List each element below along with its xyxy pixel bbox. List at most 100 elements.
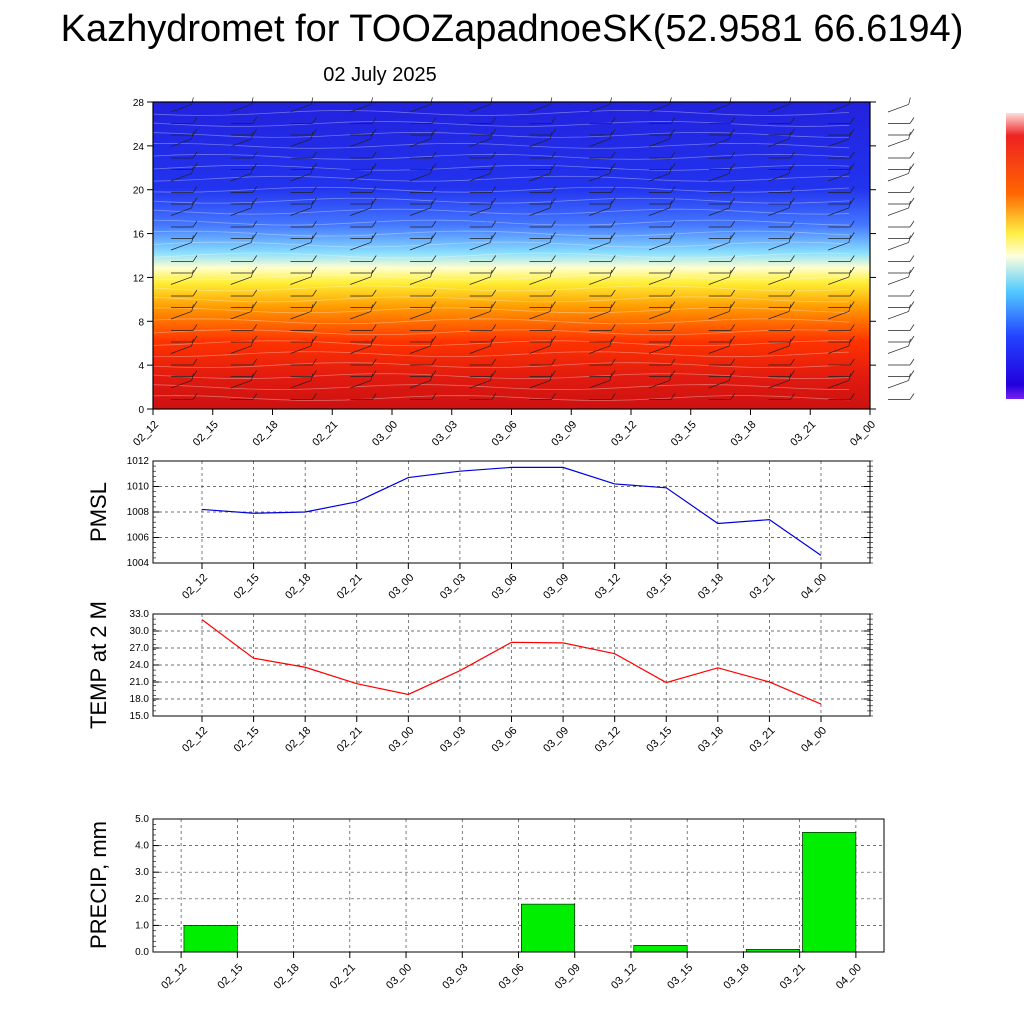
wind-barb-flag xyxy=(670,232,676,239)
wind-barb-flag xyxy=(310,166,314,174)
wind-barb-flag xyxy=(729,235,732,243)
wind-barb-flag xyxy=(490,373,493,381)
wind-barb xyxy=(888,117,915,124)
wind-barb-flag xyxy=(312,128,317,136)
wind-barb-flag xyxy=(192,335,198,343)
wind-barb-flag xyxy=(192,197,198,205)
wind-barb-flag xyxy=(370,200,373,209)
precip-bar xyxy=(521,903,576,953)
wind-barb xyxy=(828,197,855,205)
wind-barb-flag xyxy=(790,163,795,170)
y-tick-label: 24.0 xyxy=(130,660,150,671)
wind-barb-flag xyxy=(669,131,672,140)
wind-barb xyxy=(828,324,855,331)
wind-barb-flag xyxy=(848,304,851,312)
wind-barb xyxy=(469,358,497,366)
wind-barb xyxy=(290,373,314,389)
wind-barb xyxy=(290,301,317,308)
wind-barb-flag xyxy=(252,335,258,343)
wind-barb-flag xyxy=(251,269,254,278)
wind-barb xyxy=(230,232,258,239)
wind-barb-shaft xyxy=(887,138,909,147)
wind-barb-flag xyxy=(730,301,736,308)
wind-barb xyxy=(469,338,493,354)
wind-barb xyxy=(290,131,314,147)
wind-barb xyxy=(589,269,612,285)
x-tick-label: 03_06 xyxy=(490,419,520,449)
wind-barb xyxy=(469,200,493,216)
wind-barb-flag xyxy=(669,235,672,243)
wind-barb-flag xyxy=(490,338,493,347)
wind-barb-flag xyxy=(790,117,795,124)
wind-barb-flag xyxy=(192,370,198,377)
wind-barb xyxy=(649,266,676,274)
wind-barb xyxy=(828,393,855,400)
wind-barb xyxy=(409,200,433,216)
wind-barb-flag xyxy=(371,324,377,331)
wind-barb xyxy=(230,393,258,400)
wind-barb-flag xyxy=(670,335,676,343)
wind-barb-flag xyxy=(730,289,736,297)
wind-barb-flag xyxy=(610,266,616,274)
wind-barb xyxy=(589,166,612,182)
wind-barb xyxy=(290,97,314,113)
wind-barb-flag xyxy=(788,97,792,105)
wind-barb xyxy=(171,370,198,377)
wind-barb xyxy=(888,197,915,205)
x-tick-label: 03_09 xyxy=(549,419,579,449)
wind-barb-shaft xyxy=(290,138,312,147)
cross-section-panel: 0 4 8 12 16 20 24 28 02_12 02_15 02_18 02_21 03_00 0… xyxy=(131,97,915,449)
wind-barb-shaft xyxy=(708,207,730,216)
x-tick-label: 03_06 xyxy=(490,725,520,755)
wind-barb-shaft xyxy=(290,207,312,216)
wind-barb xyxy=(708,128,736,136)
wind-barb-flag xyxy=(849,232,855,239)
wind-barb xyxy=(649,324,676,331)
wind-barb-flag xyxy=(431,220,437,228)
wind-barb-flag xyxy=(730,220,736,228)
wind-barb-flag xyxy=(730,255,736,262)
wind-barb xyxy=(290,335,317,343)
wind-barb-flag xyxy=(490,97,493,105)
wind-barb xyxy=(469,128,497,136)
wind-barb xyxy=(529,358,556,366)
x-tick-label: 02_12 xyxy=(180,572,210,602)
wind-barb-flag xyxy=(252,255,258,262)
wind-barb-flag xyxy=(551,301,556,308)
wind-barb xyxy=(469,151,497,159)
wind-barb xyxy=(828,131,851,147)
wind-barb xyxy=(410,370,437,377)
wind-barb-flag xyxy=(849,255,855,262)
x-tick-label: 03_15 xyxy=(644,725,674,755)
wind-barb xyxy=(589,200,612,216)
wind-barb-flag xyxy=(312,117,317,124)
wind-barb xyxy=(649,128,676,136)
wind-barb xyxy=(350,370,377,377)
wind-barb xyxy=(768,338,792,354)
wind-barb xyxy=(828,166,851,182)
wind-barb-flag xyxy=(909,324,915,331)
wind-barb-flag xyxy=(431,163,437,170)
wind-barb xyxy=(409,304,433,320)
wind-barb-flag xyxy=(848,269,851,278)
x-tick-label: 03_00 xyxy=(386,572,416,602)
y-tick-label: 30.0 xyxy=(130,626,150,637)
wind-barb-flag xyxy=(849,163,855,170)
wind-barb xyxy=(768,166,792,182)
wind-barb-flag xyxy=(312,163,317,170)
wind-barb xyxy=(529,289,556,297)
contour-line xyxy=(152,351,850,358)
wind-barb xyxy=(589,186,616,193)
wind-barb xyxy=(350,269,373,285)
x-tick-label: 04_00 xyxy=(834,962,864,992)
wind-barb-flag xyxy=(909,370,915,377)
wind-barb-flag xyxy=(491,232,497,239)
wind-barb xyxy=(529,235,553,251)
wind-barb xyxy=(529,266,556,274)
wind-barb-shaft xyxy=(290,242,312,251)
wind-barb-flag xyxy=(669,373,672,381)
wind-barb xyxy=(529,186,556,193)
wind-barb-flag xyxy=(371,266,377,274)
wind-barb-flag xyxy=(908,235,911,243)
wind-barb-flag xyxy=(312,220,317,228)
